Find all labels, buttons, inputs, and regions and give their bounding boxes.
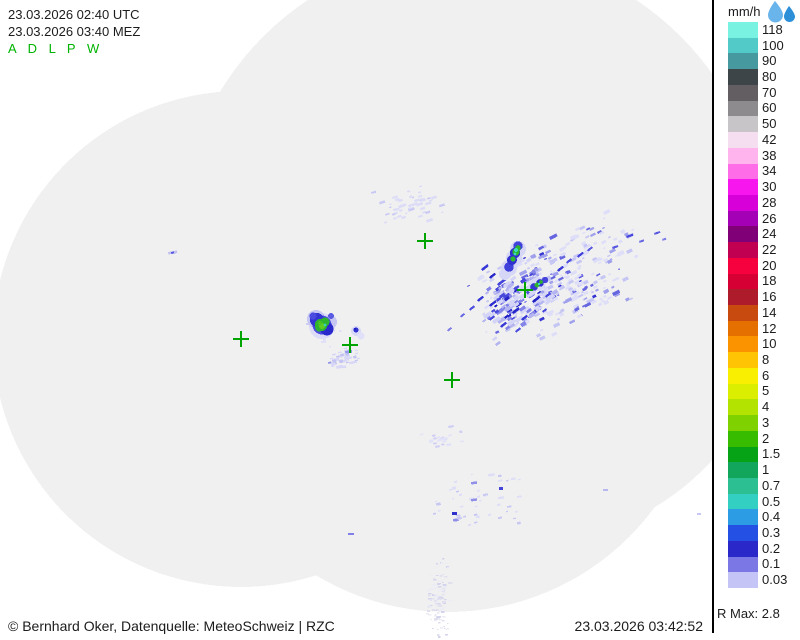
precipitation-dashes — [168, 190, 701, 535]
radar-site-crosses — [233, 233, 533, 388]
cell-dot-west — [351, 326, 365, 340]
legend-value-label: 1.5 — [762, 446, 781, 462]
legend-value-label: 28 — [762, 194, 777, 210]
legend-value-label: 80 — [762, 69, 777, 85]
legend-value-label: 2 — [762, 430, 770, 446]
cell-streak-north — [499, 241, 526, 280]
legend-segment — [728, 179, 758, 196]
radar-site-cross — [444, 372, 460, 388]
legend-segment — [728, 194, 758, 212]
legend-value-label: 0.3 — [762, 524, 781, 540]
legend-segment — [728, 210, 758, 227]
legend-segment — [728, 132, 758, 149]
coverage-area — [0, 0, 713, 612]
radar-canvas — [0, 0, 713, 638]
legend-segment — [728, 257, 758, 275]
precipitation-cells — [307, 241, 549, 340]
legend-segment — [728, 446, 758, 463]
radar-site-cross — [342, 337, 358, 353]
radar-site-cross — [417, 233, 433, 249]
legend-segment — [728, 100, 758, 117]
radar-site-cross — [233, 331, 249, 347]
legend-value-label: 26 — [762, 210, 777, 226]
legend-divider-line — [712, 0, 714, 633]
cell-center — [307, 310, 337, 339]
timestamp-utc: 23.03.2026 02:40 UTC — [8, 7, 140, 22]
legend-segment — [728, 352, 758, 369]
legend-segment — [728, 226, 758, 243]
legend-value-label: 60 — [762, 100, 777, 116]
legend-value-label: 90 — [762, 53, 777, 69]
legend-panel: mm/h 118 100 90 80 70 60 50 42 38 34 30 28 26 24 22 20 1… — [714, 0, 800, 640]
legend-segment — [728, 53, 758, 70]
legend-value-label: 14 — [762, 304, 777, 320]
legend-value-label: 16 — [762, 289, 777, 305]
legend-segment — [728, 37, 758, 54]
legend-value-label: 6 — [762, 367, 770, 383]
legend-value-label: 12 — [762, 320, 777, 336]
legend-value-label: 70 — [762, 84, 777, 100]
legend-value-label: 24 — [762, 226, 777, 242]
legend-segment — [728, 147, 758, 164]
legend-value-label: 100 — [762, 37, 784, 53]
legend-segment — [728, 116, 758, 133]
legend-value-label: 50 — [762, 116, 777, 132]
legend-segment — [728, 556, 758, 573]
legend-value-label: 5 — [762, 383, 770, 399]
legend-segment — [728, 320, 758, 337]
legend-value-label: 0.03 — [762, 572, 788, 588]
legend-segment — [728, 336, 758, 353]
r-max-label: R Max: 2.8 — [717, 606, 780, 621]
legend-value-label: 20 — [762, 257, 777, 273]
legend-value-label: 0.2 — [762, 540, 781, 556]
legend-segment — [728, 367, 758, 385]
legend-segment — [728, 509, 758, 526]
legend-segment — [728, 540, 758, 558]
radar-codes-label: A D L P W — [8, 41, 104, 56]
legend-segment — [728, 399, 758, 416]
legend-segment — [728, 22, 758, 39]
legend-segment — [728, 273, 758, 290]
legend-segment — [728, 84, 758, 102]
legend-segment — [728, 383, 758, 400]
legend-value-label: 0.5 — [762, 493, 781, 509]
radar-site-cross — [517, 282, 533, 298]
legend-value-label: 22 — [762, 241, 777, 257]
legend-value-label: 34 — [762, 163, 777, 179]
legend-segment — [728, 415, 758, 432]
legend-segment — [728, 305, 758, 322]
legend-segment — [728, 525, 758, 542]
legend-value-label: 118 — [762, 21, 783, 37]
legend-value-label: 4 — [762, 399, 770, 415]
legend-value-label: 10 — [762, 336, 777, 352]
legend-color-bar — [728, 22, 758, 589]
legend-value-label: 8 — [762, 352, 770, 368]
render-timestamp: 23.03.2026 03:42:52 — [574, 618, 703, 634]
legend-segment — [728, 572, 758, 589]
copyright-label: © Bernhard Oker, Datenquelle: MeteoSchwe… — [8, 618, 335, 634]
rain-drops-icon — [764, 0, 798, 29]
legend-value-label: 0.4 — [762, 509, 781, 525]
legend-value-label: 0.7 — [762, 477, 781, 493]
legend-segment — [728, 242, 758, 259]
legend-value-label: 0.1 — [762, 556, 781, 572]
legend-segment — [728, 462, 758, 479]
legend-value-label: 1 — [762, 462, 770, 478]
legend-segment — [728, 430, 758, 447]
legend-unit-label: mm/h — [728, 4, 761, 19]
legend-segment — [728, 69, 758, 86]
legend-segment — [728, 477, 758, 495]
legend-value-label: 42 — [762, 131, 777, 147]
legend-value-label: 38 — [762, 147, 777, 163]
timestamp-mez: 23.03.2026 03:40 MEZ — [8, 24, 141, 39]
legend-segment — [728, 289, 758, 306]
legend-value-label: 18 — [762, 273, 777, 289]
legend-value-label: 3 — [762, 414, 770, 430]
legend-value-label: 30 — [762, 179, 777, 195]
legend-segment — [728, 163, 758, 180]
legend-segment — [728, 493, 758, 510]
